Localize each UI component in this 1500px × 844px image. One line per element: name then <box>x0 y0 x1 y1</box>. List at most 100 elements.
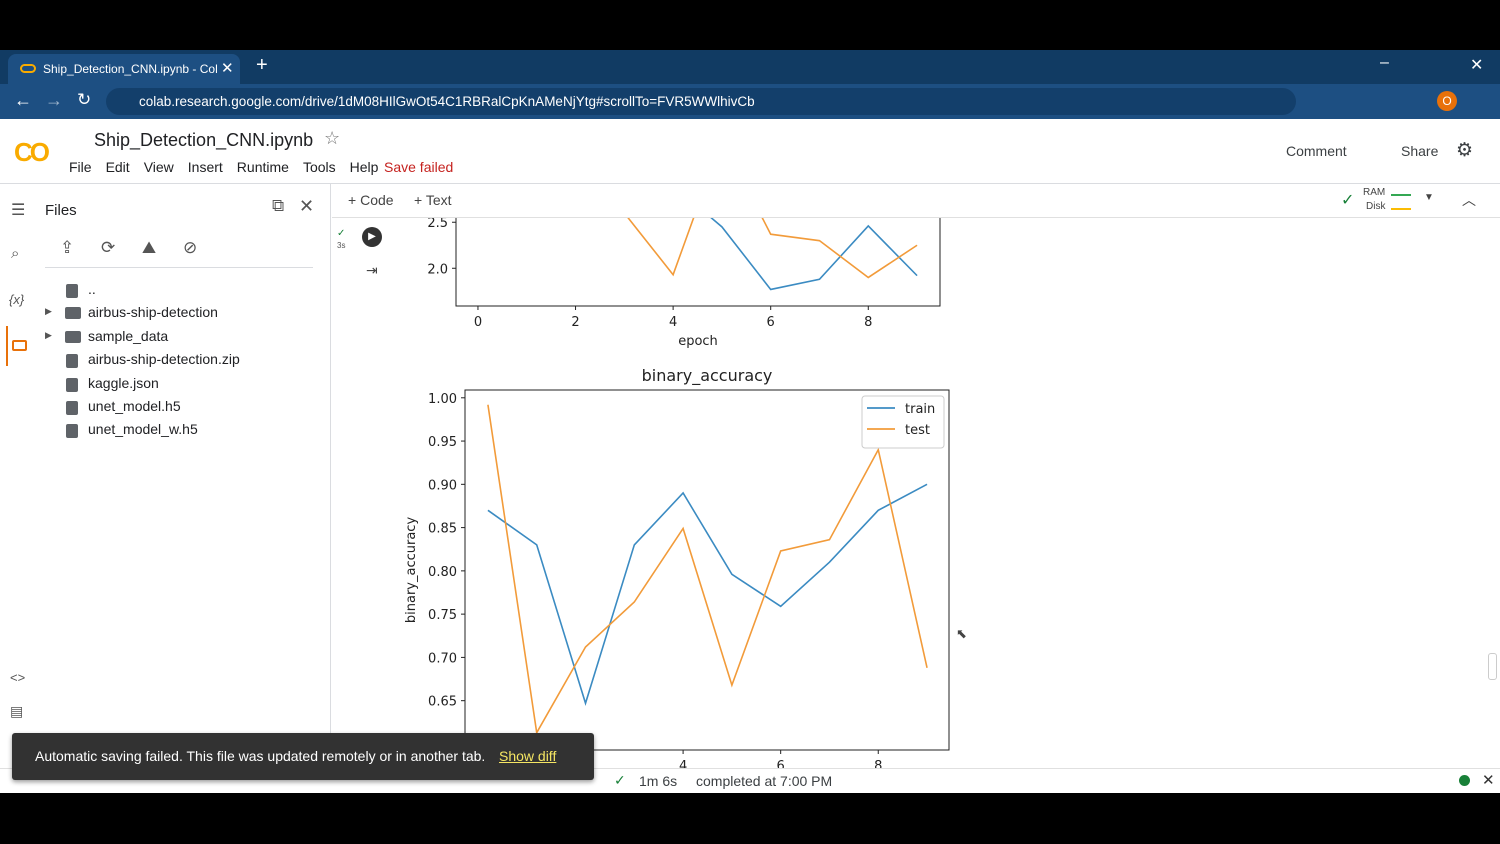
x-tick-label: 6 <box>777 759 785 768</box>
completed: completed at 7:00 PM <box>696 773 833 789</box>
y-tick-label: 0.80 <box>428 565 457 580</box>
y-tick-label: 0.85 <box>428 522 457 537</box>
add-text[interactable]: + Text <box>414 192 452 208</box>
y-tick-label: 0.95 <box>428 435 457 450</box>
menu-item[interactable]: Tools <box>302 159 336 175</box>
y-tick-label: 0.75 <box>428 608 457 623</box>
series-line <box>710 218 918 291</box>
x-tick-label: 6 <box>767 315 775 330</box>
file-name[interactable]: airbus-ship-detection.zip <box>88 351 240 368</box>
minimize[interactable]: – <box>1380 54 1389 71</box>
y-tick-label: 2.5 <box>427 218 448 231</box>
expand-arrow[interactable]: ▶ <box>45 329 52 340</box>
chart-title: binary_accuracy <box>642 366 773 386</box>
divider <box>0 183 1500 184</box>
file-name[interactable]: .. <box>88 281 96 297</box>
url: colab.research.google.com/drive/1dM08HIl… <box>139 94 755 109</box>
cursor: ⬉ <box>956 626 967 641</box>
file-name[interactable]: sample_data <box>88 327 169 344</box>
connected-check: ✓ <box>1341 192 1355 209</box>
files-icon[interactable] <box>12 340 27 351</box>
ram: RAM <box>1363 187 1386 198</box>
notebook-name[interactable]: Ship_Detection_CNN.ipynb <box>94 130 314 150</box>
file-name[interactable]: kaggle.json <box>88 374 159 391</box>
profile[interactable]: O <box>1437 91 1457 111</box>
y-tick-label: 1.00 <box>428 392 457 407</box>
cell-check: ✓ <box>337 228 346 239</box>
menu-item[interactable]: View <box>143 159 174 175</box>
series-line <box>627 218 918 279</box>
tab-close[interactable]: ✕ <box>221 60 234 77</box>
menu-bar: File Edit View Insert Runtime Tools Help <box>69 159 392 175</box>
active-tab[interactable]: Ship_Detection_CNN.ipynb - Col ✕ <box>8 54 240 84</box>
comment[interactable]: Comment <box>1286 143 1347 159</box>
file-icon <box>66 424 78 439</box>
file-name[interactable]: unet_model.h5 <box>88 398 181 414</box>
run-button[interactable]: ▶ <box>362 227 382 247</box>
settings[interactable]: ⚙ <box>1456 140 1474 161</box>
status-close[interactable]: ✕ <box>1482 772 1495 789</box>
add-code-label: Code <box>360 192 394 208</box>
plot-frame <box>464 389 950 751</box>
legend-label: test <box>905 423 930 438</box>
search-icon[interactable]: ⌕ <box>11 245 20 262</box>
tab-title: Ship_Detection_CNN.ipynb - Col <box>43 62 218 76</box>
file-name[interactable]: airbus-ship-detection <box>88 304 218 321</box>
sidebar-divider <box>330 183 331 768</box>
colab-logo: CO <box>14 137 50 167</box>
code-snippets-icon[interactable]: <> <box>10 670 26 685</box>
menu-item[interactable]: Runtime <box>236 159 289 175</box>
duration: 1m 6s <box>639 773 678 789</box>
add-text-label: Text <box>425 192 452 208</box>
file-icon <box>66 401 78 415</box>
ram-meter <box>1391 194 1411 196</box>
y-tick-label: 2.0 <box>427 262 448 277</box>
tab-icon <box>20 64 36 73</box>
toast: Automatic saving failed. This file was u… <box>12 733 594 780</box>
close-files[interactable]: ✕ <box>299 196 315 216</box>
output-icon[interactable]: ⇥ <box>366 262 378 278</box>
collapse[interactable]: ︿ <box>1462 192 1476 208</box>
toc-icon[interactable]: ☰ <box>11 202 26 219</box>
address-bar: ← → ↻ colab.research.google.com/drive/1d… <box>0 84 1500 119</box>
new-tab[interactable]: + <box>256 54 268 76</box>
status-dot <box>1459 775 1470 786</box>
popout[interactable]: ⧉ <box>272 196 285 215</box>
forward[interactable]: → <box>45 90 63 110</box>
menu-item[interactable]: Help <box>349 159 379 175</box>
file-actions[interactable]: ⇪ ⟳ ⛰ ⊘ <box>60 238 198 257</box>
files-divider <box>45 267 313 268</box>
legend <box>861 395 945 449</box>
y-tick-label: 0.70 <box>428 651 457 666</box>
add-code[interactable]: + Code <box>348 192 394 208</box>
x-axis-label: epoch <box>678 334 718 349</box>
x-tick-label: 2 <box>571 315 579 330</box>
disk: Disk <box>1366 201 1386 212</box>
active-indicator <box>6 326 8 366</box>
x-tick-label: 4 <box>669 315 677 330</box>
back[interactable]: ← <box>14 90 32 110</box>
series-line <box>487 404 928 736</box>
url-field[interactable]: colab.research.google.com/drive/1dM08HIl… <box>106 88 1296 115</box>
resources-dropdown[interactable]: ▼ <box>1424 192 1434 203</box>
menu-item[interactable]: Insert <box>187 159 223 175</box>
legend-label: train <box>905 402 935 417</box>
menu-item[interactable]: File <box>69 159 92 175</box>
y-axis-label: binary_accuracy <box>404 517 419 624</box>
file-name[interactable]: unet_model_w.h5 <box>88 421 198 438</box>
x-tick-label: 0 <box>474 315 482 330</box>
variables-icon[interactable]: {x} <box>9 292 25 307</box>
menu-item[interactable]: Edit <box>105 159 130 175</box>
series-line <box>487 483 928 706</box>
window-close[interactable]: ✕ <box>1470 57 1484 74</box>
show-diff[interactable]: Show diff <box>499 748 557 764</box>
status-check: ✓ <box>614 772 626 788</box>
x-tick-label: 8 <box>874 759 882 768</box>
star[interactable]: ☆ <box>324 128 341 148</box>
share[interactable]: Share <box>1401 143 1439 159</box>
terminal-icon[interactable]: ▤ <box>10 703 24 719</box>
reload[interactable]: ↻ <box>77 90 92 109</box>
expand-arrow[interactable]: ▶ <box>45 306 52 317</box>
files-title: Files <box>45 202 77 219</box>
